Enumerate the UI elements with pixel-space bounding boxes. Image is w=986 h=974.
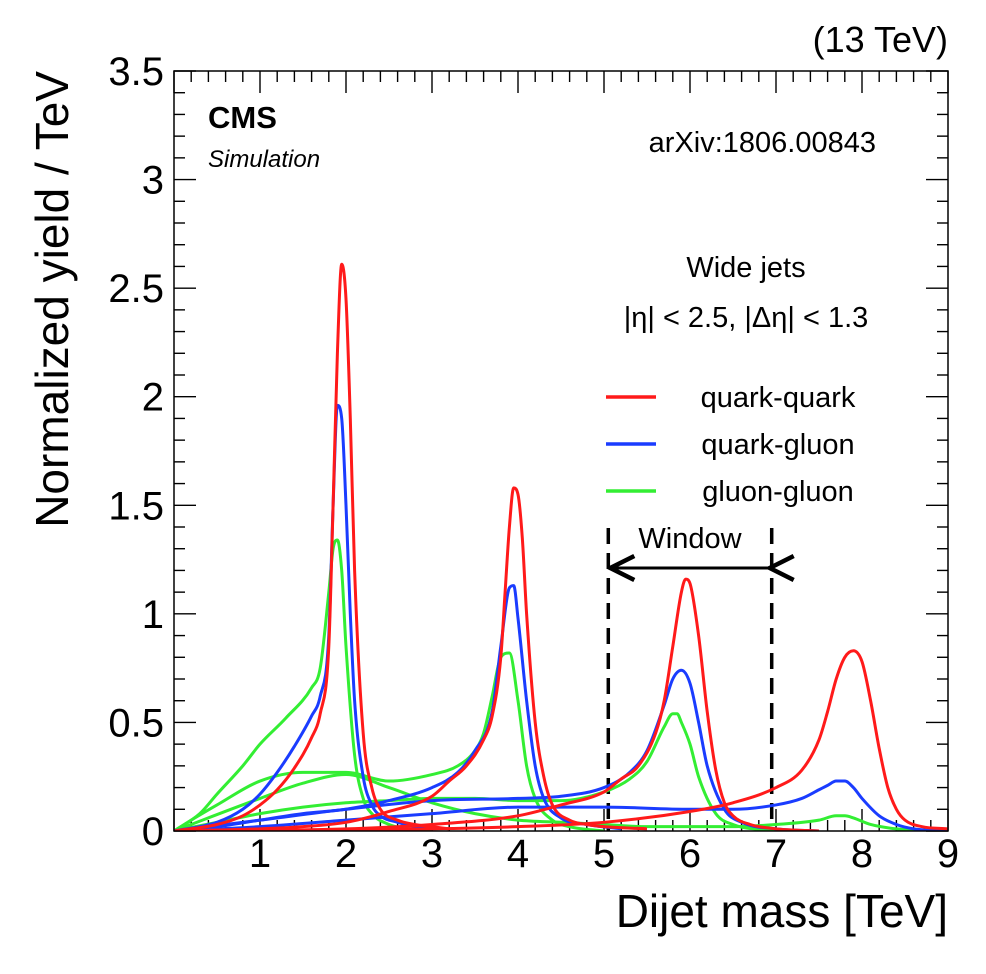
x-tick-label: 8 bbox=[851, 832, 873, 876]
cms-label: CMS bbox=[208, 100, 277, 135]
y-tick-label: 2.5 bbox=[108, 267, 164, 311]
legend-label-quark-quark: quark-quark bbox=[701, 382, 856, 414]
x-tick-label: 5 bbox=[593, 832, 615, 876]
x-tick-label: 6 bbox=[679, 832, 701, 876]
series-line-quark-quark-4tev bbox=[174, 486, 648, 831]
x-tick-label: 3 bbox=[421, 832, 443, 876]
legend: quark-quark quark-gluon gluon-gluon bbox=[606, 382, 856, 508]
simulation-label: Simulation bbox=[208, 146, 320, 173]
x-tick-label: 2 bbox=[335, 832, 357, 876]
legend-label-gluon-gluon: gluon-gluon bbox=[702, 476, 854, 508]
series-line-gluon-gluon-2tev bbox=[174, 538, 433, 831]
y-tick-label: 3 bbox=[142, 159, 164, 203]
arxiv-reference: arXiv:1806.00843 bbox=[649, 127, 876, 159]
x-axis-title: Dijet mass [TeV] bbox=[616, 885, 948, 937]
x-tick-label: 7 bbox=[765, 832, 787, 876]
y-axis-title: Normalized yield / TeV bbox=[26, 71, 78, 528]
plot-curves bbox=[174, 262, 948, 831]
series-line-quark-quark-8tev bbox=[174, 649, 948, 831]
plot-frame bbox=[173, 70, 949, 832]
selection-line-2: |η| < 2.5, |Δη| < 1.3 bbox=[624, 302, 869, 334]
selection-line-1: Wide jets bbox=[686, 252, 805, 284]
y-tick-label: 2 bbox=[142, 376, 164, 420]
y-tick-labels: 0 0.5 1 1.5 2 2.5 3 3.5 bbox=[108, 50, 164, 854]
series-line-quark-gluon-2tev bbox=[174, 403, 433, 831]
legend-label-quark-gluon: quark-gluon bbox=[701, 429, 854, 461]
x-tick-labels: 1 2 3 4 5 6 7 8 9 bbox=[249, 832, 959, 876]
series-line-quark-quark-2tev bbox=[174, 262, 450, 831]
series-line-quark-gluon-4tev bbox=[174, 584, 622, 831]
x-tick-label: 1 bbox=[249, 832, 271, 876]
series-line-quark-gluon-8tev bbox=[174, 779, 948, 831]
window-marker: Window bbox=[606, 523, 771, 831]
y-tick-label: 1 bbox=[142, 593, 164, 637]
energy-label: (13 TeV) bbox=[813, 19, 948, 60]
series-line-gluon-gluon-8tev bbox=[174, 773, 948, 831]
y-tick-label: 3.5 bbox=[108, 50, 164, 94]
y-tick-label: 1.5 bbox=[108, 484, 164, 528]
x-tick-label: 9 bbox=[937, 832, 959, 876]
window-label: Window bbox=[638, 523, 742, 555]
y-tick-label: 0 bbox=[142, 810, 164, 854]
series-line-quark-quark-6tev bbox=[174, 577, 820, 831]
x-tick-label: 4 bbox=[507, 832, 529, 876]
y-tick-label: 0.5 bbox=[108, 701, 164, 745]
series-line-gluon-gluon-6tev bbox=[174, 712, 777, 831]
